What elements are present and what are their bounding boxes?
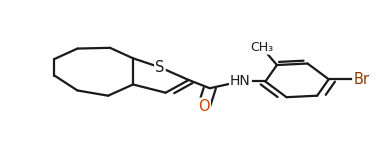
Text: CH₃: CH₃ [250, 41, 273, 54]
Text: O: O [198, 99, 210, 114]
Text: S: S [155, 60, 164, 75]
Text: Br: Br [353, 72, 369, 87]
Text: HN: HN [230, 74, 251, 88]
